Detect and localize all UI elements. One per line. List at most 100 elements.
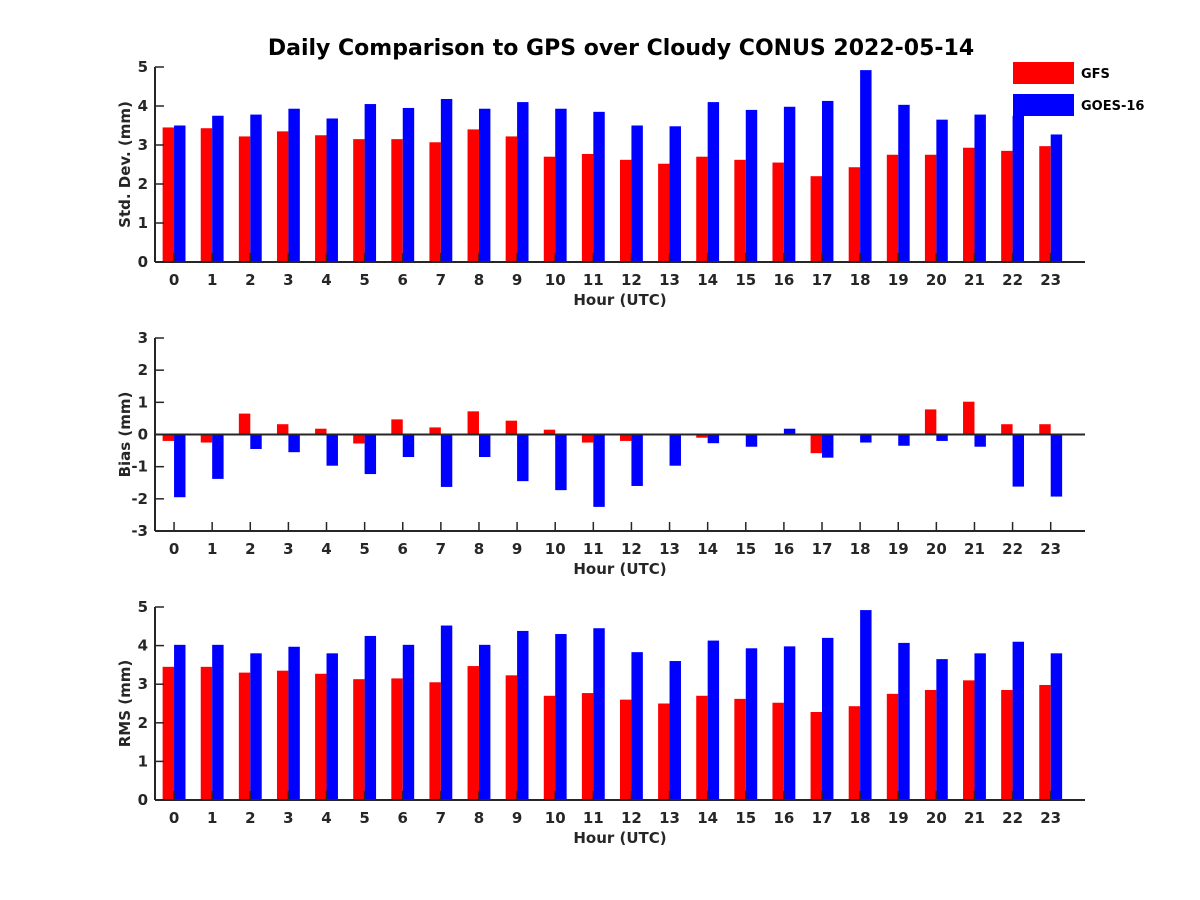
x-tick-label: 9 <box>512 809 522 827</box>
bar-goes-16-hour-21 <box>974 114 986 262</box>
x-tick-label: 12 <box>621 809 642 827</box>
bar-goes-16-hour-19 <box>898 642 910 800</box>
y-tick-label: 0 <box>138 791 148 809</box>
bar-gfs-hour-11 <box>581 153 594 262</box>
x-tick-label: 6 <box>398 271 408 289</box>
bar-gfs-hour-18 <box>848 167 861 262</box>
x-tick-label: 21 <box>964 540 985 558</box>
x-axis-label: Hour (UTC) <box>573 829 666 847</box>
bar-goes-16-hour-0 <box>174 434 186 498</box>
bar-goes-16-hour-13 <box>669 126 681 262</box>
x-tick-label: 3 <box>283 809 293 827</box>
y-tick-label: 0 <box>138 253 148 271</box>
bar-gfs-hour-3 <box>276 424 289 435</box>
bar-goes-16-hour-7 <box>440 625 453 800</box>
y-tick-label: 5 <box>138 58 148 76</box>
bar-gfs-hour-16 <box>772 162 784 262</box>
y-tick-label: -2 <box>131 490 148 508</box>
x-tick-label: 15 <box>735 809 756 827</box>
x-tick-label: 15 <box>735 540 756 558</box>
x-tick-label: 19 <box>888 809 909 827</box>
y-tick-label: 1 <box>138 752 148 770</box>
x-tick-label: 17 <box>812 540 833 558</box>
x-tick-label: 11 <box>583 271 604 289</box>
x-tick-label: 21 <box>964 271 985 289</box>
bar-gfs-hour-19 <box>886 154 899 262</box>
bar-goes-16-hour-18 <box>860 70 872 263</box>
bar-gfs-hour-15 <box>734 159 746 262</box>
x-tick-label: 22 <box>1002 809 1023 827</box>
bar-goes-16-hour-3 <box>288 434 300 453</box>
x-tick-label: 3 <box>283 271 293 289</box>
bar-goes-16-hour-7 <box>440 98 453 262</box>
x-tick-label: 12 <box>621 540 642 558</box>
bar-gfs-hour-4 <box>315 673 327 800</box>
bar-goes-16-hour-21 <box>974 653 986 800</box>
x-tick-label: 22 <box>1002 540 1023 558</box>
legend-label: GFS <box>1081 67 1110 82</box>
y-axis-label: Bias (mm) <box>116 392 134 478</box>
bar-gfs-hour-6 <box>391 139 403 262</box>
x-tick-label: 23 <box>1040 540 1061 558</box>
x-tick-label: 7 <box>436 271 446 289</box>
x-tick-label: 16 <box>773 809 794 827</box>
x-tick-label: 13 <box>659 809 680 827</box>
bar-goes-16-hour-22 <box>1012 115 1025 262</box>
bar-goes-16-hour-4 <box>326 118 338 262</box>
bar-goes-16-hour-18 <box>860 434 872 443</box>
bar-gfs-hour-14 <box>696 156 708 262</box>
bar-goes-16-hour-8 <box>478 108 491 262</box>
bar-gfs-hour-22 <box>1001 424 1013 435</box>
x-tick-label: 3 <box>283 540 293 558</box>
bar-gfs-hour-7 <box>429 142 441 262</box>
bar-goes-16-hour-9 <box>517 434 529 482</box>
x-tick-label: 18 <box>850 540 871 558</box>
bar-goes-16-hour-4 <box>326 653 338 800</box>
x-tick-label: 4 <box>321 809 331 827</box>
bar-gfs-hour-4 <box>315 135 327 262</box>
bar-goes-16-hour-6 <box>402 107 415 262</box>
x-tick-label: 2 <box>245 540 255 558</box>
bar-goes-16-hour-11 <box>593 434 605 507</box>
bar-gfs-hour-11 <box>581 693 594 800</box>
x-tick-label: 16 <box>773 540 794 558</box>
bar-gfs-hour-14 <box>696 434 708 438</box>
bar-goes-16-hour-0 <box>174 125 186 262</box>
bar-goes-16-hour-15 <box>745 109 758 263</box>
bar-goes-16-hour-12 <box>631 652 643 800</box>
bar-gfs-hour-8 <box>467 411 479 435</box>
x-tick-label: 9 <box>512 271 522 289</box>
bar-goes-16-hour-20 <box>936 119 948 263</box>
bar-gfs-hour-6 <box>391 419 403 435</box>
x-tick-label: 10 <box>545 540 566 558</box>
bar-goes-16-hour-20 <box>936 434 948 441</box>
bar-gfs-hour-17 <box>810 176 822 262</box>
bar-goes-16-hour-16 <box>783 428 796 435</box>
x-tick-label: 8 <box>474 809 484 827</box>
bar-gfs-hour-10 <box>543 429 556 435</box>
x-tick-label: 18 <box>850 809 871 827</box>
chart-title: Daily Comparison to GPS over Cloudy CONU… <box>268 36 974 61</box>
bar-goes-16-hour-12 <box>631 434 643 486</box>
x-tick-label: 13 <box>659 271 680 289</box>
bar-gfs-hour-2 <box>238 672 251 800</box>
y-tick-label: 4 <box>138 97 148 115</box>
x-tick-label: 19 <box>888 540 909 558</box>
x-tick-label: 6 <box>398 540 408 558</box>
x-tick-label: 7 <box>436 540 446 558</box>
bar-goes-16-hour-3 <box>288 646 300 800</box>
x-tick-label: 2 <box>245 271 255 289</box>
x-tick-label: 19 <box>888 271 909 289</box>
bar-goes-16-hour-19 <box>898 104 910 262</box>
bar-gfs-hour-9 <box>505 136 518 262</box>
bar-goes-16-hour-17 <box>822 637 834 800</box>
bar-gfs-hour-17 <box>810 711 822 800</box>
bar-goes-16-hour-0 <box>174 644 186 800</box>
bar-goes-16-hour-22 <box>1012 434 1025 487</box>
x-tick-label: 8 <box>474 540 484 558</box>
x-tick-label: 16 <box>773 271 794 289</box>
y-tick-label: 2 <box>138 361 148 379</box>
